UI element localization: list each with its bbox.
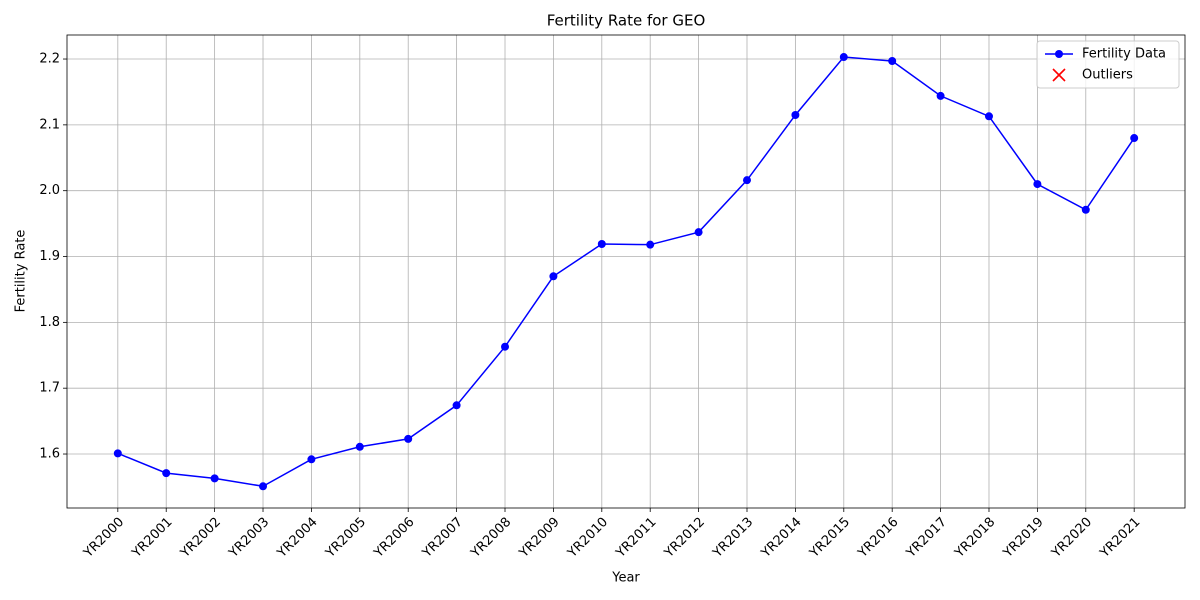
legend-label: Fertility Data: [1082, 47, 1166, 62]
data-point: [355, 442, 364, 451]
data-point: [549, 272, 558, 281]
x-tick-label: YR2009: [516, 515, 563, 562]
y-tick-label: 2.2: [39, 52, 60, 67]
data-point: [307, 455, 316, 464]
data-point: [888, 57, 897, 66]
data-point: [452, 401, 461, 410]
x-tick-label: YR2021: [1097, 515, 1144, 562]
x-tick-label: YR2014: [758, 515, 805, 562]
plot-frame: [66, 34, 1186, 509]
x-tick-label: YR2001: [129, 515, 176, 562]
data-point: [839, 53, 848, 62]
y-tick-label: 2.0: [39, 183, 60, 198]
chart-title: Fertility Rate for GEO: [547, 12, 706, 30]
y-tick-label: 1.9: [39, 249, 60, 264]
x-tick-label: YR2018: [952, 515, 999, 562]
x-tick-label: YR2000: [80, 515, 127, 562]
y-tick-label: 1.6: [39, 447, 60, 462]
x-tick-label: YR2020: [1048, 515, 1095, 562]
x-tick-label: YR2007: [419, 515, 466, 562]
data-point: [694, 228, 703, 237]
data-point: [404, 434, 413, 443]
x-tick-label: YR2013: [710, 515, 757, 562]
x-tick-label: YR2003: [226, 515, 273, 562]
x-tick-label: YR2002: [177, 515, 224, 562]
data-point: [1130, 134, 1139, 143]
data-point: [162, 469, 171, 478]
x-tick-label: YR2016: [855, 515, 902, 562]
y-tick-label: 2.1: [39, 117, 60, 132]
legend-label: Outliers: [1082, 68, 1133, 83]
data-point: [1081, 205, 1090, 214]
data-point: [113, 449, 122, 458]
y-tick-label: 1.7: [39, 381, 60, 396]
data-point: [646, 240, 655, 249]
data-point: [984, 112, 993, 121]
x-tick-label: YR2017: [903, 515, 950, 562]
x-tick-label: YR2012: [661, 515, 708, 562]
data-point: [259, 482, 268, 491]
x-tick-label: YR2010: [564, 515, 611, 562]
x-tick-label: YR2019: [1000, 515, 1047, 562]
data-point: [742, 176, 751, 185]
y-axis-label: Fertility Rate: [14, 230, 29, 313]
data-point: [791, 110, 800, 119]
data-point: [210, 474, 219, 483]
legend-marker: [1055, 50, 1063, 58]
x-tick-label: YR2015: [806, 515, 853, 562]
x-tick-label: YR2011: [613, 515, 660, 562]
x-tick-label: YR2006: [371, 515, 418, 562]
legend-marker: [1052, 68, 1066, 82]
x-tick-label: YR2008: [468, 515, 515, 562]
x-tick-label: YR2004: [274, 515, 321, 562]
legend-box: [1036, 40, 1180, 89]
data-point: [1033, 180, 1042, 189]
x-tick-label: YR2005: [322, 515, 369, 562]
y-tick-label: 1.8: [39, 315, 60, 330]
series-line: [117, 56, 1135, 488]
data-point: [501, 342, 510, 351]
data-point: [597, 240, 606, 249]
data-point: [936, 91, 945, 100]
x-axis-label: Year: [611, 571, 640, 586]
